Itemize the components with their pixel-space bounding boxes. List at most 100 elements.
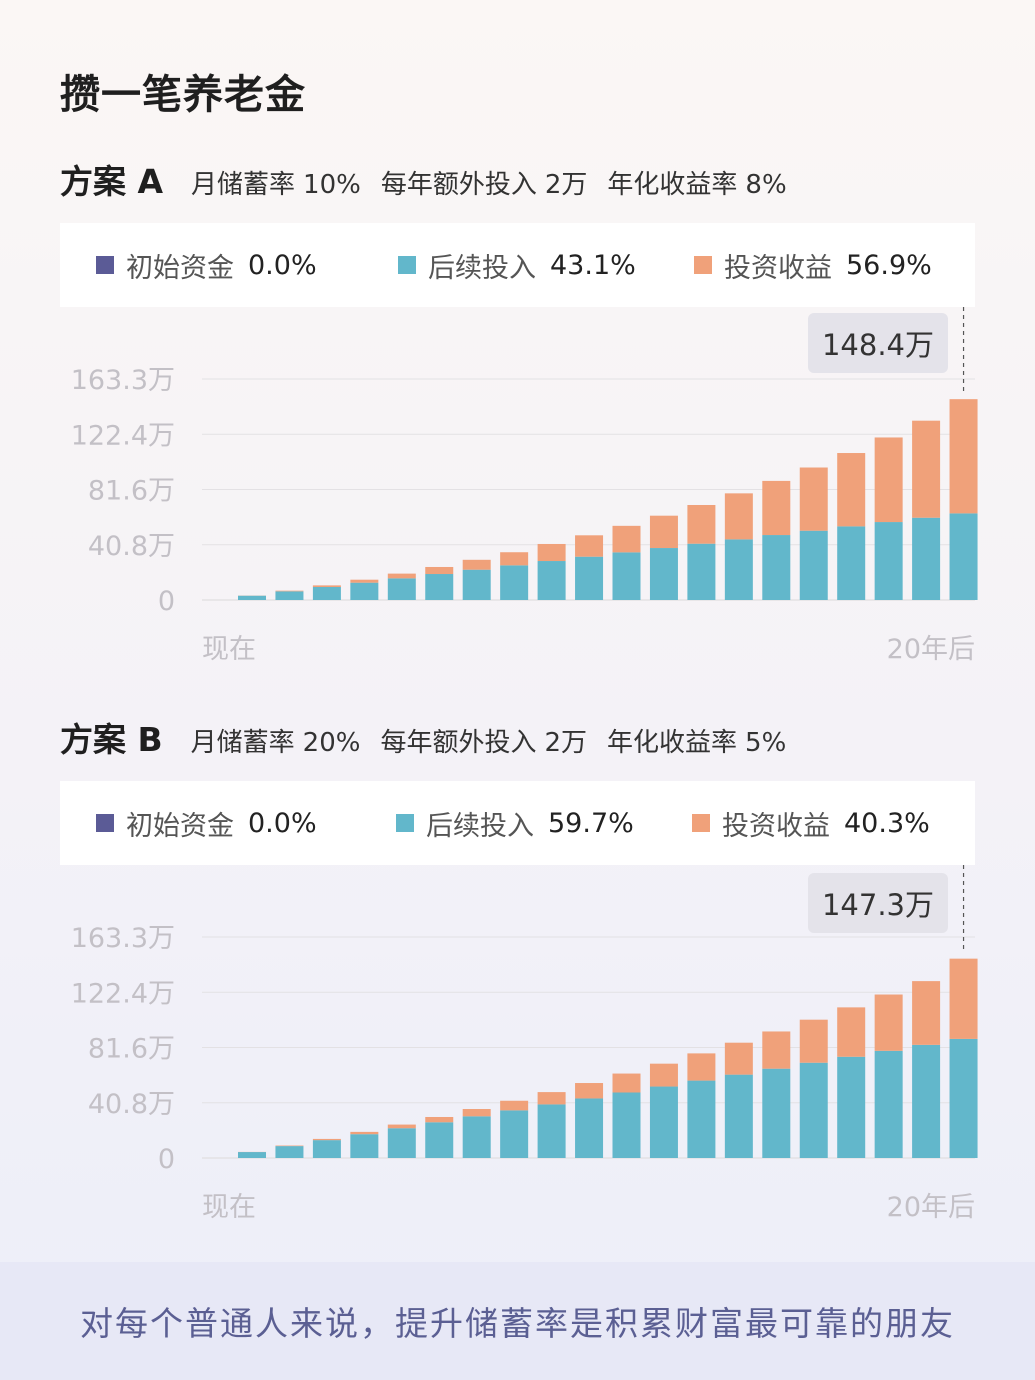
legend-label: 初始资金 [126,252,234,284]
x-start-label: 现在 [202,634,256,665]
bar-segment-contribution [799,530,828,600]
bar-segment-gain [762,1031,791,1069]
bar-segment-gain [387,1124,416,1129]
footer-banner: 对每个普通人来说，提升储蓄率是积累财富最可靠的朋友 [0,1262,1035,1380]
legend-swatch [96,814,114,832]
bar-segment-contribution [425,574,454,600]
bar-segment-contribution [949,1038,978,1158]
y-tick-label: 122.4万 [71,420,175,451]
legend-label: 初始资金 [126,810,234,842]
bar-segment-gain [687,1053,716,1081]
x-start-label: 现在 [202,1192,256,1223]
plan-b-param-extra-investment: 每年额外投入 2万 [380,728,588,758]
legend-item-gain: 投资收益 56.9% [694,223,932,307]
bar-segment-gain [275,1145,304,1147]
page-title: 攒一笔养老金 [60,72,306,118]
bar-segment-gain [500,1100,529,1111]
y-tick-label: 40.8万 [88,1089,175,1120]
bar-segment-gain [949,958,978,1039]
bar-segment-contribution [649,1086,678,1158]
bar-segment-contribution [949,513,978,600]
bar-segment-gain [575,535,604,557]
bar-segment-gain [874,994,903,1051]
bar-segment-contribution [612,552,641,600]
legend-item-initial: 初始资金 0.0% [96,223,317,307]
legend-swatch [398,256,416,274]
bar-segment-contribution [350,582,379,600]
bar-segment-gain [387,573,416,579]
bar-segment-gain [649,515,678,549]
bar-segment-contribution [687,543,716,600]
bar-segment-gain [874,437,903,523]
bar-segment-contribution [687,1080,716,1158]
bar-segment-contribution [238,595,266,600]
bar-segment-gain [612,525,641,553]
legend-item-initial: 初始资金 0.0% [96,781,317,865]
legend-swatch [96,256,114,274]
bar-segment-contribution [724,1074,753,1158]
bar-segment-contribution [912,517,941,600]
bar-segment-gain [762,480,791,536]
legend-value: 56.9% [846,249,932,281]
y-tick-label: 0 [158,586,175,617]
legend-item-contribution: 后续投入 59.7% [396,781,634,865]
bar-segment-gain [462,1109,491,1117]
plan-a-name: 方案 A [60,162,164,201]
bar-segment-contribution [387,578,416,600]
legend-value: 59.7% [548,807,634,839]
bar-segment-contribution [799,1062,828,1158]
bar-segment-gain [724,1042,753,1075]
bar-segment-gain [537,1092,566,1105]
y-tick-label: 0 [158,1144,175,1175]
legend-swatch [694,256,712,274]
bar-segment-gain [425,1116,454,1123]
bar-segment-gain [350,579,379,583]
bar-segment-contribution [537,561,566,600]
plan-b-final-value-callout: 147.3万 [807,873,948,933]
bar-segment-contribution [912,1044,941,1158]
legend-item-gain: 投资收益 40.3% [692,781,930,865]
bar-segment-contribution [762,1068,791,1158]
bar-segment-gain [425,566,454,575]
bar-segment-contribution [724,539,753,600]
bar-segment-contribution [575,556,604,600]
bar-segment-contribution [387,1128,416,1158]
plan-b-chart: 0 40.8万 81.6万 122.4万 163.3万 现在 20年后 147.3万 [0,865,1035,1225]
bar-segment-contribution [275,591,304,600]
y-tick-label: 163.3万 [71,365,175,396]
y-tick-label: 81.6万 [88,476,175,507]
bar-segment-gain [949,399,978,514]
bar-segment-gain [537,543,566,562]
legend-item-contribution: 后续投入 43.1% [398,223,636,307]
bar-segment-contribution [500,565,529,600]
legend-value: 0.0% [248,249,317,281]
x-end-label: 20年后 [887,1192,975,1223]
y-tick-label: 122.4万 [71,978,175,1009]
legend-label: 投资收益 [724,252,832,284]
legend-label: 投资收益 [722,810,830,842]
plan-b-header: 方案 B 月储蓄率 20% 每年额外投入 2万 年化收益率 5% [60,713,806,763]
bar-segment-contribution [238,1152,266,1158]
bar-segment-contribution [612,1092,641,1158]
bar-segment-contribution [649,548,678,600]
bar-segment-gain [912,981,941,1045]
bar-segment-gain [649,1063,678,1087]
legend-value: 0.0% [248,807,317,839]
bar-segment-gain [312,1138,341,1141]
bar-segment-gain [837,453,866,527]
plan-a-param-extra-investment: 每年额外投入 2万 [380,170,588,200]
plan-a-legend: 初始资金 0.0% 后续投入 43.1% 投资收益 56.9% [60,223,975,307]
bar-segment-gain [500,552,529,566]
bar-segment-gain [575,1083,604,1099]
bar-segment-contribution [275,1146,304,1158]
bar-segment-gain [312,585,341,588]
bar-segment-gain [799,467,828,531]
legend-label: 后续投入 [428,252,536,284]
bar-segment-gain [912,420,941,518]
bar-segment-gain [799,1019,828,1063]
plan-a-chart: 0 40.8万 81.6万 122.4万 163.3万 现在 20年后 148.4万 [0,307,1035,667]
bar-segment-contribution [837,1056,866,1158]
bar-segment-gain [350,1131,379,1135]
plan-a-final-value-callout: 148.4万 [807,313,948,373]
